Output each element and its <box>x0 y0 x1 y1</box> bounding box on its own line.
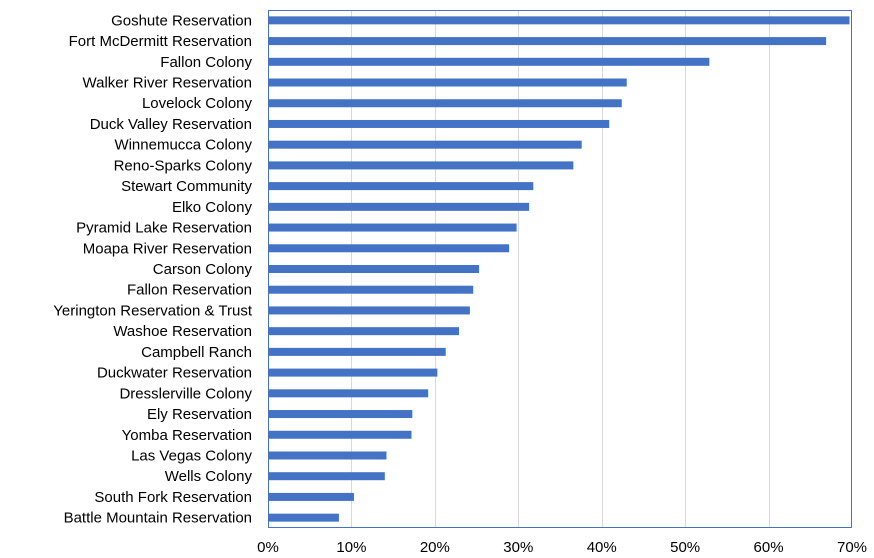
category-label: Duckwater Reservation <box>97 365 252 382</box>
category-label: Dresslerville Colony <box>119 385 252 402</box>
bar <box>268 389 429 398</box>
bar <box>268 57 710 66</box>
bar <box>268 410 413 419</box>
bars <box>268 16 850 522</box>
x-tick-label: 10% <box>336 539 366 556</box>
bar <box>268 182 534 191</box>
bar <box>268 368 438 377</box>
category-label: Pyramid Lake Reservation <box>76 220 252 237</box>
x-tick-label: 0% <box>257 539 279 556</box>
bar <box>268 161 574 170</box>
bar <box>268 472 385 481</box>
gridlines <box>351 10 770 528</box>
bar <box>268 306 470 315</box>
category-label: Ely Reservation <box>147 406 252 423</box>
category-label: Duck Valley Reservation <box>90 116 252 133</box>
category-label: Goshute Reservation <box>111 12 252 29</box>
x-tick-label: 70% <box>837 539 867 556</box>
category-label: Yerington Reservation & Trust <box>53 302 253 319</box>
x-tick-label: 30% <box>503 539 533 556</box>
bar <box>268 37 827 46</box>
category-label: Stewart Community <box>121 178 252 195</box>
category-label: Las Vegas Colony <box>131 447 252 464</box>
category-label: Walker River Reservation <box>83 75 253 92</box>
bar <box>268 285 474 294</box>
category-label: South Fork Reservation <box>94 489 252 506</box>
bar <box>268 119 610 128</box>
category-label: Fallon Colony <box>160 54 252 71</box>
bar <box>268 430 412 439</box>
category-label: Moapa River Reservation <box>83 240 252 257</box>
bar <box>268 265 480 273</box>
category-label: Reno-Sparks Colony <box>114 157 253 174</box>
category-label: Fallon Reservation <box>127 282 252 299</box>
category-label: Lovelock Colony <box>142 95 253 112</box>
bar <box>268 140 582 149</box>
bar <box>268 451 387 460</box>
category-label: Yomba Reservation <box>122 427 252 444</box>
bar <box>268 223 517 232</box>
category-label: Fort McDermitt Reservation <box>69 33 252 50</box>
category-label: Winnemucca Colony <box>114 137 252 154</box>
bar <box>268 492 354 501</box>
bar <box>268 78 627 87</box>
x-tick-label: 60% <box>754 539 784 556</box>
category-label: Washoe Reservation <box>113 323 252 340</box>
category-label: Wells Colony <box>165 468 253 485</box>
bar <box>268 202 530 211</box>
bar <box>268 347 446 356</box>
category-label: Battle Mountain Reservation <box>64 510 252 527</box>
x-tick-label: 20% <box>420 539 450 556</box>
bar <box>268 244 510 253</box>
x-tick-label: 40% <box>587 539 617 556</box>
x-tick-label: 50% <box>670 539 700 556</box>
bar <box>268 327 460 336</box>
category-label: Carson Colony <box>153 261 253 278</box>
category-labels: Goshute Reservation Fort McDermitt Reserv… <box>53 12 253 526</box>
x-tick-labels: 0% 10% 20% 30% 40% 50% 60% 70% <box>257 539 867 556</box>
plot-frame <box>268 10 852 528</box>
bar <box>268 16 850 25</box>
bar <box>268 513 339 522</box>
bar <box>268 99 622 108</box>
category-label: Elko Colony <box>172 199 253 216</box>
category-label: Campbell Ranch <box>141 344 252 361</box>
